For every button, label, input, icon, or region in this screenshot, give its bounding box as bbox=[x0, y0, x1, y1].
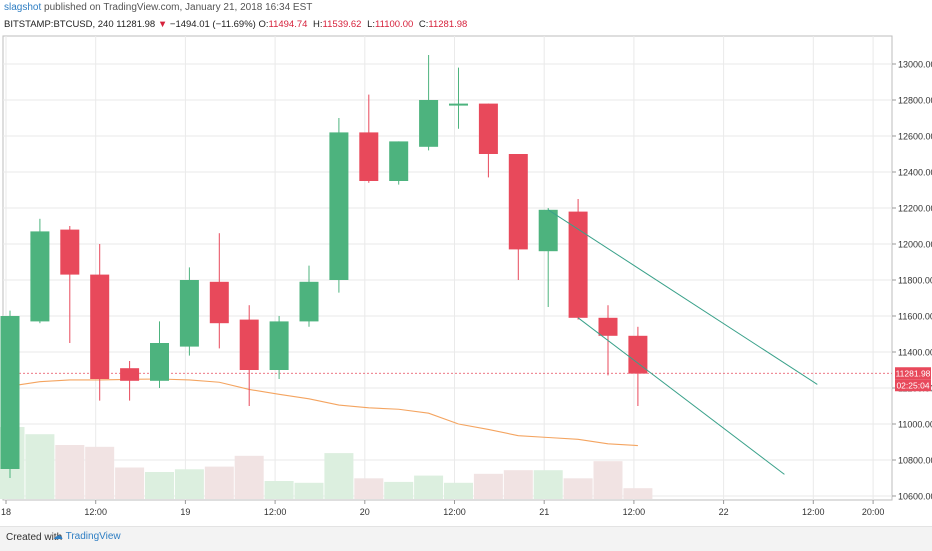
author-link[interactable]: slagshot bbox=[4, 2, 42, 13]
candle-down bbox=[239, 319, 259, 370]
volume-bar bbox=[503, 470, 533, 499]
candle-down bbox=[598, 317, 618, 336]
candle-up bbox=[538, 209, 558, 252]
tradingview-cloud-icon: ☁ bbox=[53, 531, 63, 542]
symbol-label: BITSTAMP:BTCUSD, 240 bbox=[4, 19, 114, 30]
y-axis-label: 12800.00 bbox=[898, 96, 932, 106]
y-axis-label: 13000.00 bbox=[898, 60, 932, 70]
candle-down bbox=[478, 103, 498, 154]
volume-bar bbox=[533, 470, 563, 499]
x-axis-label: 12:00 bbox=[623, 507, 646, 517]
x-axis-label: 12:00 bbox=[443, 507, 466, 517]
open-value: 11494.74 bbox=[268, 19, 308, 30]
volume-bar bbox=[414, 475, 444, 499]
high-label: H: bbox=[313, 19, 323, 30]
candle-down bbox=[508, 154, 528, 250]
tradingview-logo[interactable]: ☁ TradingView bbox=[53, 531, 121, 542]
x-axis-label: 21 bbox=[539, 507, 549, 517]
y-axis-label: 11000.00 bbox=[898, 420, 932, 430]
volume-bar bbox=[204, 466, 234, 499]
volume-bar bbox=[384, 481, 414, 499]
candle-up bbox=[329, 132, 349, 280]
countdown-tag bbox=[895, 379, 931, 392]
volume-bar bbox=[234, 455, 264, 499]
publisher-line: slagshot published on TradingView.com, J… bbox=[4, 2, 312, 13]
volume-bar bbox=[145, 472, 174, 499]
y-axis-label: 12600.00 bbox=[898, 132, 932, 142]
y-axis-label: 11600.00 bbox=[898, 312, 932, 322]
plot-frame bbox=[2, 35, 893, 501]
volume-bar bbox=[444, 482, 473, 499]
y-axis-label: 11400.00 bbox=[898, 348, 932, 358]
created-with-text: Created with bbox=[6, 532, 63, 543]
trendline bbox=[547, 209, 818, 385]
last-price: 11281.98 bbox=[116, 19, 156, 30]
tradingview-brand: TradingView bbox=[65, 531, 121, 542]
candle-up bbox=[299, 281, 319, 322]
price-change: −1494.01 (−11.69%) bbox=[169, 19, 256, 30]
y-axis-label: 12400.00 bbox=[898, 168, 932, 178]
volume-bar bbox=[55, 445, 85, 499]
x-axis-label: 20:00 bbox=[862, 507, 885, 517]
price-chart[interactable]: 13000.00 12800.00 12600.00 12400.00 12200.00… bbox=[0, 35, 932, 525]
y-axis-label: 11800.00 bbox=[898, 276, 932, 286]
volume-bar bbox=[85, 446, 115, 499]
current-price-tag bbox=[895, 367, 931, 380]
volume-bar bbox=[324, 453, 354, 499]
x-axis-label: 12:00 bbox=[84, 507, 107, 517]
candle-down bbox=[60, 229, 80, 275]
y-axis-label: 10600.00 bbox=[898, 492, 932, 502]
low-label: L: bbox=[367, 19, 376, 30]
x-axis-label: 12:00 bbox=[264, 507, 287, 517]
volume-bar bbox=[354, 478, 384, 499]
volume-bar bbox=[563, 478, 593, 499]
y-axis-label: 12200.00 bbox=[898, 204, 932, 214]
candle-down bbox=[209, 281, 229, 324]
current-price-tag-text: 11281.98 bbox=[896, 369, 931, 379]
volume-bar bbox=[294, 482, 324, 499]
volume-bar bbox=[25, 434, 55, 499]
candle-down bbox=[359, 132, 379, 181]
trendline bbox=[577, 317, 785, 475]
x-axis-label: 12:00 bbox=[802, 507, 825, 517]
x-axis-label: 18 bbox=[1, 507, 11, 517]
volume-bar bbox=[473, 473, 503, 499]
candle-up bbox=[30, 231, 50, 322]
y-axis-label: 10800.00 bbox=[898, 456, 932, 466]
x-axis-label: 20 bbox=[360, 507, 370, 517]
candle-down bbox=[90, 274, 110, 379]
published-text: published on TradingView.com, January 21… bbox=[44, 2, 313, 13]
volume-bar bbox=[115, 467, 145, 499]
volume-bar bbox=[174, 469, 204, 499]
moving-average-line bbox=[9, 378, 638, 447]
close-value: 11281.98 bbox=[428, 19, 468, 30]
close-label: C: bbox=[418, 19, 429, 30]
candle-up bbox=[389, 141, 409, 181]
y-axis-label: 12000.00 bbox=[898, 240, 932, 250]
volume-bar bbox=[623, 488, 653, 499]
x-axis-label: 19 bbox=[180, 507, 190, 517]
volume-bar bbox=[593, 461, 623, 499]
high-value: 11539.62 bbox=[322, 19, 362, 30]
candle-down bbox=[120, 368, 140, 381]
open-label: O: bbox=[258, 19, 269, 30]
countdown-tag-text: 02:25:04 bbox=[896, 381, 929, 391]
volume-bar bbox=[264, 481, 294, 499]
candle-up bbox=[0, 316, 20, 469]
candle-up bbox=[419, 100, 439, 147]
candle-up bbox=[449, 103, 468, 106]
symbol-line: BITSTAMP:BTCUSD, 240 11281.98 ▼ −1494.01… bbox=[4, 19, 470, 30]
candle-up bbox=[269, 321, 289, 370]
low-value: 11100.00 bbox=[375, 19, 414, 30]
footer-bar: Created with ☁ TradingView bbox=[0, 526, 932, 551]
x-axis-label: 22 bbox=[719, 507, 729, 517]
candle-up bbox=[179, 280, 199, 347]
down-arrow-icon: ▼ bbox=[157, 19, 168, 30]
candle-down bbox=[568, 211, 588, 318]
candle-down bbox=[628, 335, 648, 374]
candle-up bbox=[150, 343, 169, 381]
